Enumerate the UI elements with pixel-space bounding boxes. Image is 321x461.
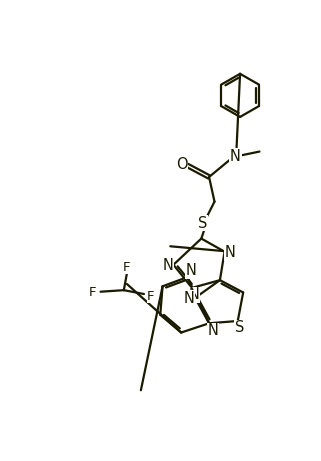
Text: N: N [162,258,173,273]
Text: S: S [235,320,244,336]
Text: F: F [89,286,97,299]
Text: N: N [207,324,218,338]
Text: F: F [147,290,155,303]
Text: O: O [176,157,188,172]
Text: N: N [225,245,235,260]
Text: F: F [123,260,131,273]
Text: N: N [230,149,241,164]
Text: N: N [186,263,197,278]
Text: N: N [188,287,199,302]
Text: S: S [198,216,208,230]
Text: N: N [184,291,194,306]
